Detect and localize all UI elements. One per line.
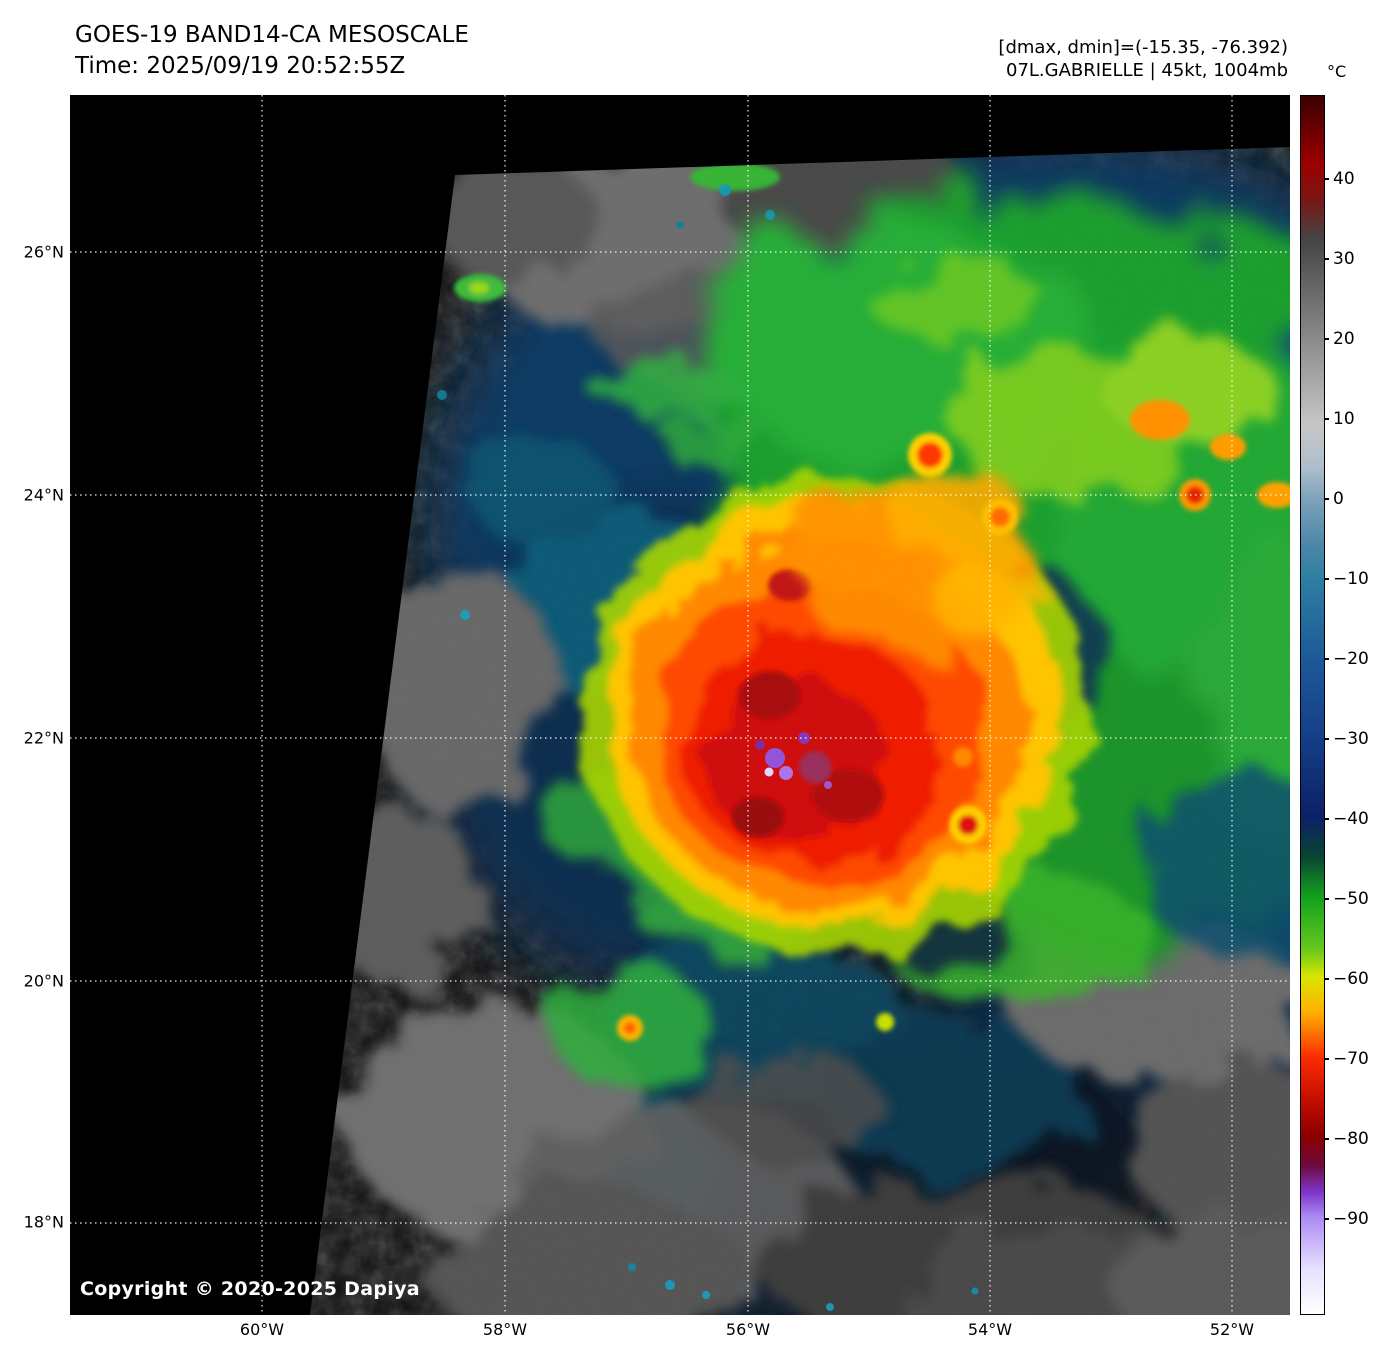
colorbar-tick [1324,1138,1329,1140]
colorbar-tick-label: −90 [1333,1209,1369,1229]
lon-tick-label: 52°W [1209,1320,1255,1339]
colorbar-tick-label: 40 [1333,169,1355,189]
colorbar-tick [1324,418,1329,420]
lat-tick-label: 18°N [23,1212,64,1232]
colorbar-tick [1324,338,1329,340]
colorbar-tick [1324,1058,1329,1060]
colorbar-tick-label: −50 [1333,889,1369,909]
colorbar-tick [1324,178,1329,180]
lon-tick-label: 58°W [482,1320,528,1339]
colorbar-tick-label: −10 [1333,569,1369,589]
colorbar-tick-label: 0 [1333,489,1344,509]
figure-title: GOES-19 BAND14-CA MESOSCALE [75,22,469,48]
colorbar-tick [1324,898,1329,900]
lat-tick-label: 22°N [23,728,64,748]
colorbar-tick [1324,578,1329,580]
colorbar-unit-label: °C [1327,62,1347,81]
colorbar-tick [1324,738,1329,740]
lon-tick-label: 54°W [967,1320,1013,1339]
lon-tick-label: 56°W [725,1320,771,1339]
title-block: GOES-19 BAND14-CA MESOSCALE Time: 2025/0… [75,20,469,82]
stats-dmax-dmin: [dmax, dmin]=(-15.35, -76.392) [998,37,1288,58]
colorbar-tick-label: −40 [1333,809,1369,829]
colorbar-tick-label: −20 [1333,649,1369,669]
colorbar-tick-label: 20 [1333,329,1355,349]
figure-time: Time: 2025/09/19 20:52:55Z [75,53,406,79]
colorbar-tick [1324,1218,1329,1220]
colorbar-tick-label: −80 [1333,1129,1369,1149]
storm-info: 07L.GABRIELLE | 45kt, 1004mb [1006,60,1288,81]
copyright-watermark: Copyright © 2020-2025 Dapiya [80,1278,420,1300]
colorbar-tick-label: −60 [1333,969,1369,989]
colorbar: 40 30 20 10 0 −10 −20 −30 −40 −50 −60 −7… [1300,95,1369,1315]
grid-lines [70,95,1290,1315]
lat-tick-label: 24°N [23,485,64,505]
lat-tick-label: 20°N [23,971,64,991]
colorbar-tick [1324,258,1329,260]
colorbar-tick [1324,978,1329,980]
satellite-map: Copyright © 2020-2025 Dapiya [70,95,1290,1315]
lat-tick-label: 26°N [23,242,64,262]
satellite-image [70,95,1290,1315]
colorbar-tick-label: 10 [1333,409,1355,429]
colorbar-tick [1324,498,1329,500]
annotation-block: [dmax, dmin]=(-15.35, -76.392) 07L.GABRI… [998,36,1288,82]
colorbar-tick [1324,658,1329,660]
lon-tick-label: 60°W [239,1320,285,1339]
colorbar-tick-label: −30 [1333,729,1369,749]
colorbar-gradient [1301,96,1324,1314]
colorbar-tick-label: −70 [1333,1049,1369,1069]
colorbar-tick [1324,818,1329,820]
colorbar-tick-label: 30 [1333,249,1355,269]
